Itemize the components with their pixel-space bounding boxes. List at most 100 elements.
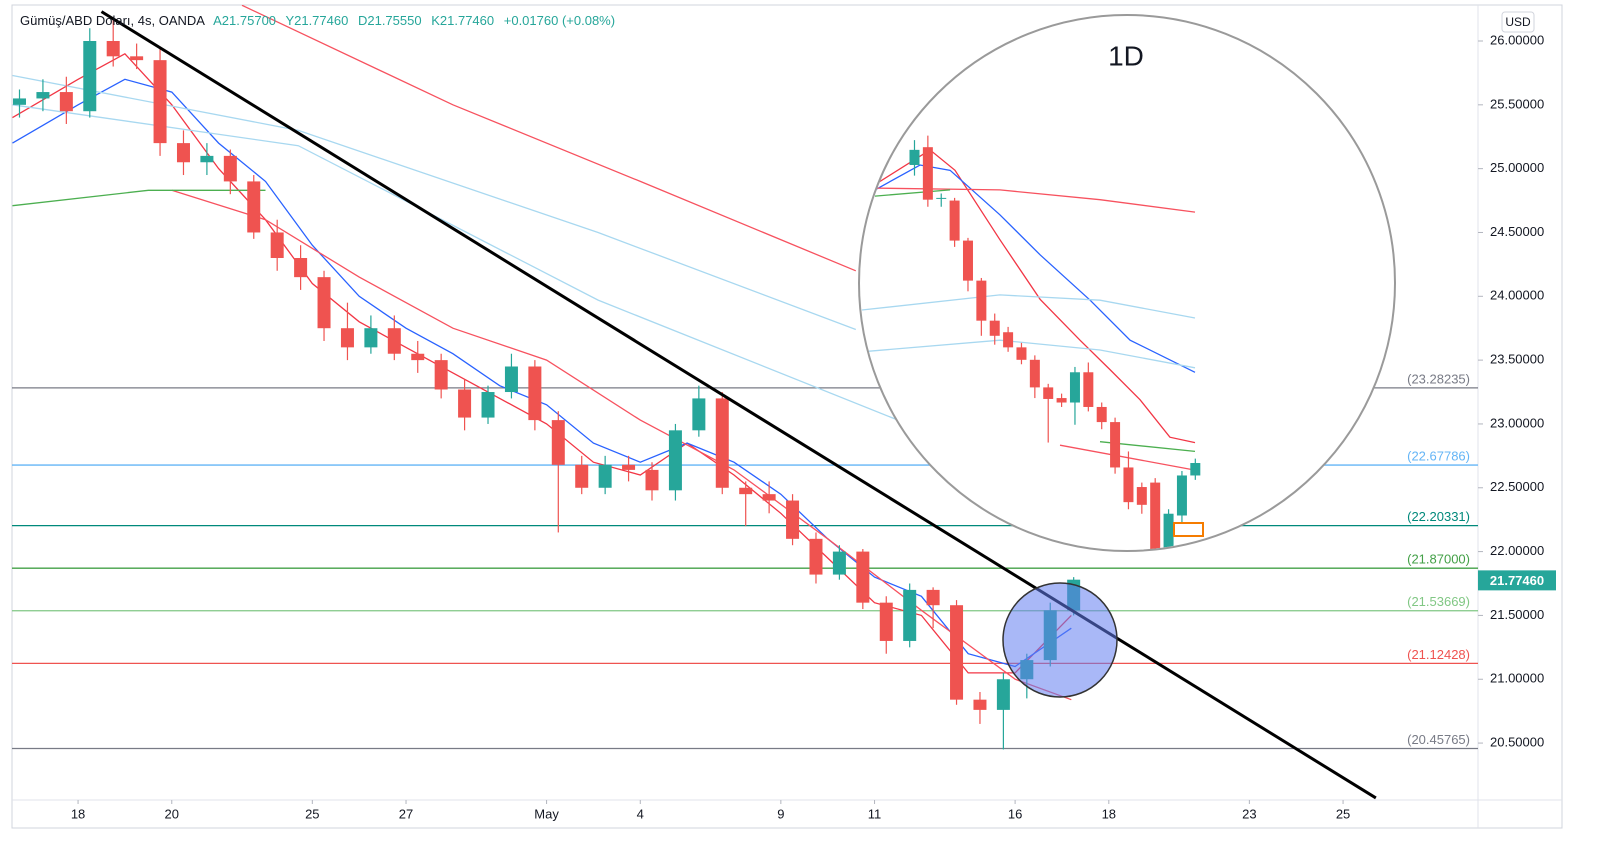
- candle-body: [153, 60, 167, 144]
- symbol: Gümüş/ABD Doları, 4s, OANDA: [20, 13, 205, 28]
- y-tick-label: 22.50000: [1490, 479, 1544, 494]
- candle-body: [59, 92, 73, 112]
- y-tick-label: 20.50000: [1490, 735, 1544, 750]
- y-tick-label: 26.00000: [1490, 32, 1544, 47]
- x-tick-label: 25: [305, 806, 319, 821]
- candle-body: [1003, 332, 1014, 348]
- x-tick-label: 27: [399, 806, 413, 821]
- candle-body: [1110, 422, 1121, 468]
- last-price-label: 21.77460: [1490, 573, 1544, 588]
- candle-body: [387, 328, 401, 354]
- moving-average: [861, 339, 1196, 369]
- moving-average: [1059, 444, 1196, 471]
- currency-box[interactable]: [1501, 11, 1535, 33]
- candle-body: [989, 320, 1000, 336]
- candle-body: [903, 589, 917, 641]
- candle-body: [340, 328, 354, 348]
- candle-body: [762, 494, 776, 501]
- candle-body: [458, 389, 472, 418]
- candle-body: [528, 366, 542, 421]
- y-tick-label: 25.50000: [1490, 96, 1544, 111]
- x-tick-label: 18: [1102, 806, 1116, 821]
- candle-body: [739, 487, 753, 495]
- highlight-circle: [1002, 582, 1118, 698]
- candle-body: [1163, 513, 1174, 550]
- candle-body: [36, 92, 50, 99]
- y-tick-label: 23.50000: [1490, 352, 1544, 367]
- candle-body: [622, 464, 636, 470]
- candle-body: [481, 392, 495, 418]
- candle-body: [1123, 467, 1134, 503]
- level-label: (22.20331): [1407, 509, 1470, 524]
- quote: K21.77460: [431, 13, 494, 28]
- candle-body: [1069, 372, 1080, 403]
- candle-body: [692, 398, 706, 431]
- candle-body: [949, 200, 960, 241]
- candle-body: [809, 538, 823, 575]
- currency[interactable]: USD: [1505, 15, 1531, 29]
- quote: Y21.77460: [285, 13, 348, 28]
- candle-body: [200, 155, 214, 163]
- candle-body: [856, 551, 870, 603]
- candle-body: [1056, 398, 1067, 403]
- y-tick-label: 24.50000: [1490, 224, 1544, 239]
- level-label: (21.87000): [1407, 552, 1470, 567]
- inset-background: [859, 15, 1395, 551]
- inset-marker: [1173, 522, 1204, 537]
- y-tick-label: 22.00000: [1490, 543, 1544, 558]
- quote: D21.75550: [358, 13, 422, 28]
- frame: [11, 4, 1563, 829]
- candle-body: [12, 98, 26, 105]
- level-label: (21.53669): [1407, 594, 1470, 609]
- candle-body: [317, 277, 331, 329]
- candle-body: [668, 430, 682, 491]
- candle-body: [879, 602, 893, 641]
- trendline: [100, 10, 1377, 800]
- candle-body: [973, 699, 987, 710]
- candle-body: [976, 280, 987, 321]
- candle-body: [715, 398, 729, 488]
- inset-border: [858, 14, 1396, 552]
- candle-body: [364, 328, 378, 348]
- y-tick-label: 21.00000: [1490, 671, 1544, 686]
- x-tick-label: 11: [868, 806, 882, 821]
- inset-plot: [861, 135, 1201, 550]
- moving-average: [874, 149, 1196, 444]
- x-tick-label: 20: [165, 806, 179, 821]
- candle-body: [1136, 487, 1147, 505]
- x-tick-label: 16: [1008, 806, 1022, 821]
- candle-body: [1029, 359, 1040, 388]
- x-tick-label: 25: [1336, 806, 1350, 821]
- candle-body: [130, 56, 144, 61]
- quote: A21.75700: [213, 13, 276, 28]
- candle-body: [1083, 372, 1094, 407]
- level-label: (20.45765): [1407, 732, 1470, 747]
- header: Gümüş/ABD Doları, 4s, OANDA A21.75700 Y2…: [20, 13, 615, 28]
- candle-body: [645, 469, 659, 491]
- candle-body: [247, 181, 261, 233]
- y-tick-label: 23.00000: [1490, 415, 1544, 430]
- candle-body: [996, 679, 1010, 710]
- axes: 20.50000 21.00000 21.50000 22.00000 22.50000…: [71, 32, 1556, 821]
- candle-body: [786, 500, 800, 539]
- moving-average: [861, 294, 1196, 319]
- moving-average: [12, 189, 266, 207]
- level-label: (21.12428): [1407, 647, 1470, 662]
- candle-body: [575, 464, 589, 488]
- candle-body: [294, 258, 308, 278]
- candle-body: [950, 605, 964, 700]
- x-tick-label: 4: [637, 806, 644, 821]
- candle-body: [1150, 482, 1161, 550]
- y-tick-label: 21.50000: [1490, 607, 1544, 622]
- candle-body: [1096, 406, 1107, 423]
- candle-body: [411, 353, 425, 361]
- candle-body: [504, 366, 518, 393]
- x-tick-label: 23: [1242, 806, 1256, 821]
- candle-body: [1190, 463, 1201, 476]
- candle-body: [909, 149, 920, 165]
- level-label: (22.67786): [1407, 449, 1470, 464]
- candle-body: [598, 464, 612, 488]
- change: +0.01760 (+0.08%): [504, 13, 615, 28]
